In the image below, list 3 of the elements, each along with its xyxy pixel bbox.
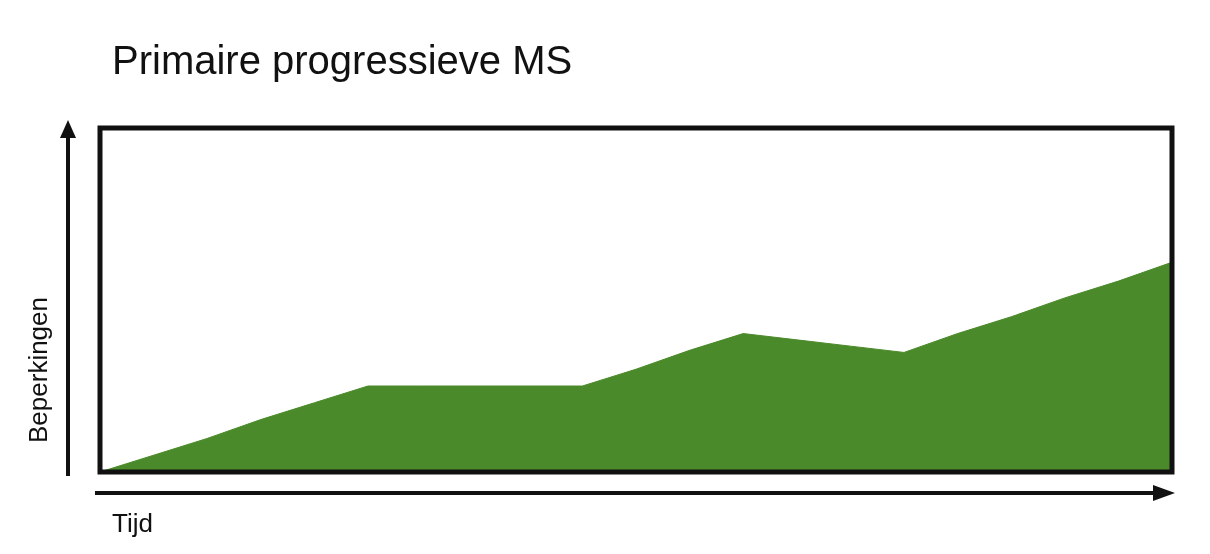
y-axis-title: Beperkingen xyxy=(22,297,54,443)
chart-title: Primaire progressieve MS xyxy=(112,38,573,83)
x-axis-title: Tijd xyxy=(112,508,153,539)
